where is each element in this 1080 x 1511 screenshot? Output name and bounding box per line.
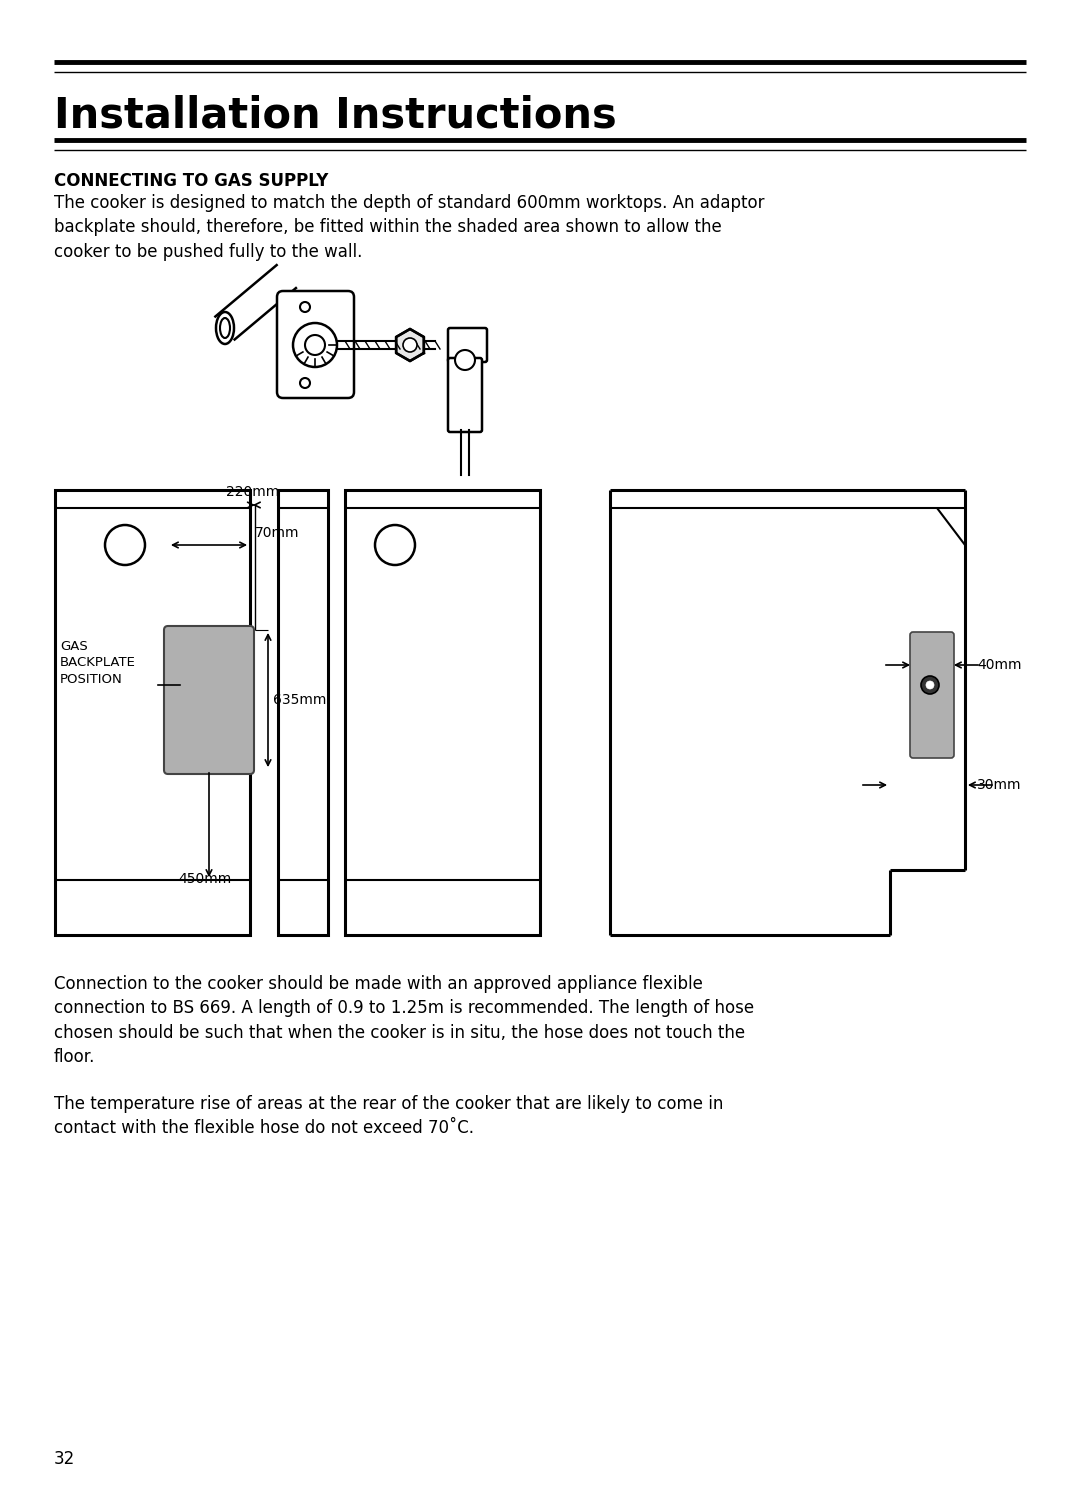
Text: CONNECTING TO GAS SUPPLY: CONNECTING TO GAS SUPPLY <box>54 172 328 190</box>
Circle shape <box>105 524 145 565</box>
Text: 635mm: 635mm <box>273 694 326 707</box>
FancyBboxPatch shape <box>276 292 354 397</box>
FancyBboxPatch shape <box>164 626 254 774</box>
Text: 40mm: 40mm <box>977 657 1022 672</box>
Text: The temperature rise of areas at the rear of the cooker that are likely to come : The temperature rise of areas at the rea… <box>54 1095 724 1138</box>
Bar <box>278 490 328 935</box>
Circle shape <box>300 378 310 388</box>
Circle shape <box>403 338 417 352</box>
Circle shape <box>300 302 310 311</box>
Text: Connection to the cooker should be made with an approved appliance flexible
conn: Connection to the cooker should be made … <box>54 975 754 1065</box>
Circle shape <box>293 323 337 367</box>
Circle shape <box>921 675 939 694</box>
Text: 30mm: 30mm <box>977 778 1022 792</box>
Text: GAS
BACKPLATE
POSITION: GAS BACKPLATE POSITION <box>60 641 136 686</box>
Text: Installation Instructions: Installation Instructions <box>54 95 617 138</box>
Text: The cooker is designed to match the depth of standard 600mm worktops. An adaptor: The cooker is designed to match the dept… <box>54 193 765 260</box>
Bar <box>345 490 540 935</box>
Polygon shape <box>396 329 423 361</box>
Ellipse shape <box>220 317 230 338</box>
Circle shape <box>305 335 325 355</box>
Circle shape <box>375 524 415 565</box>
Circle shape <box>926 681 934 689</box>
Ellipse shape <box>216 311 234 345</box>
Text: 70mm: 70mm <box>255 526 299 539</box>
FancyBboxPatch shape <box>448 328 487 363</box>
Circle shape <box>455 351 475 370</box>
FancyBboxPatch shape <box>910 632 954 759</box>
Bar <box>55 490 249 935</box>
Text: 32: 32 <box>54 1451 76 1469</box>
Text: 450mm: 450mm <box>178 872 231 885</box>
Text: 220mm: 220mm <box>226 485 279 499</box>
FancyBboxPatch shape <box>448 358 482 432</box>
